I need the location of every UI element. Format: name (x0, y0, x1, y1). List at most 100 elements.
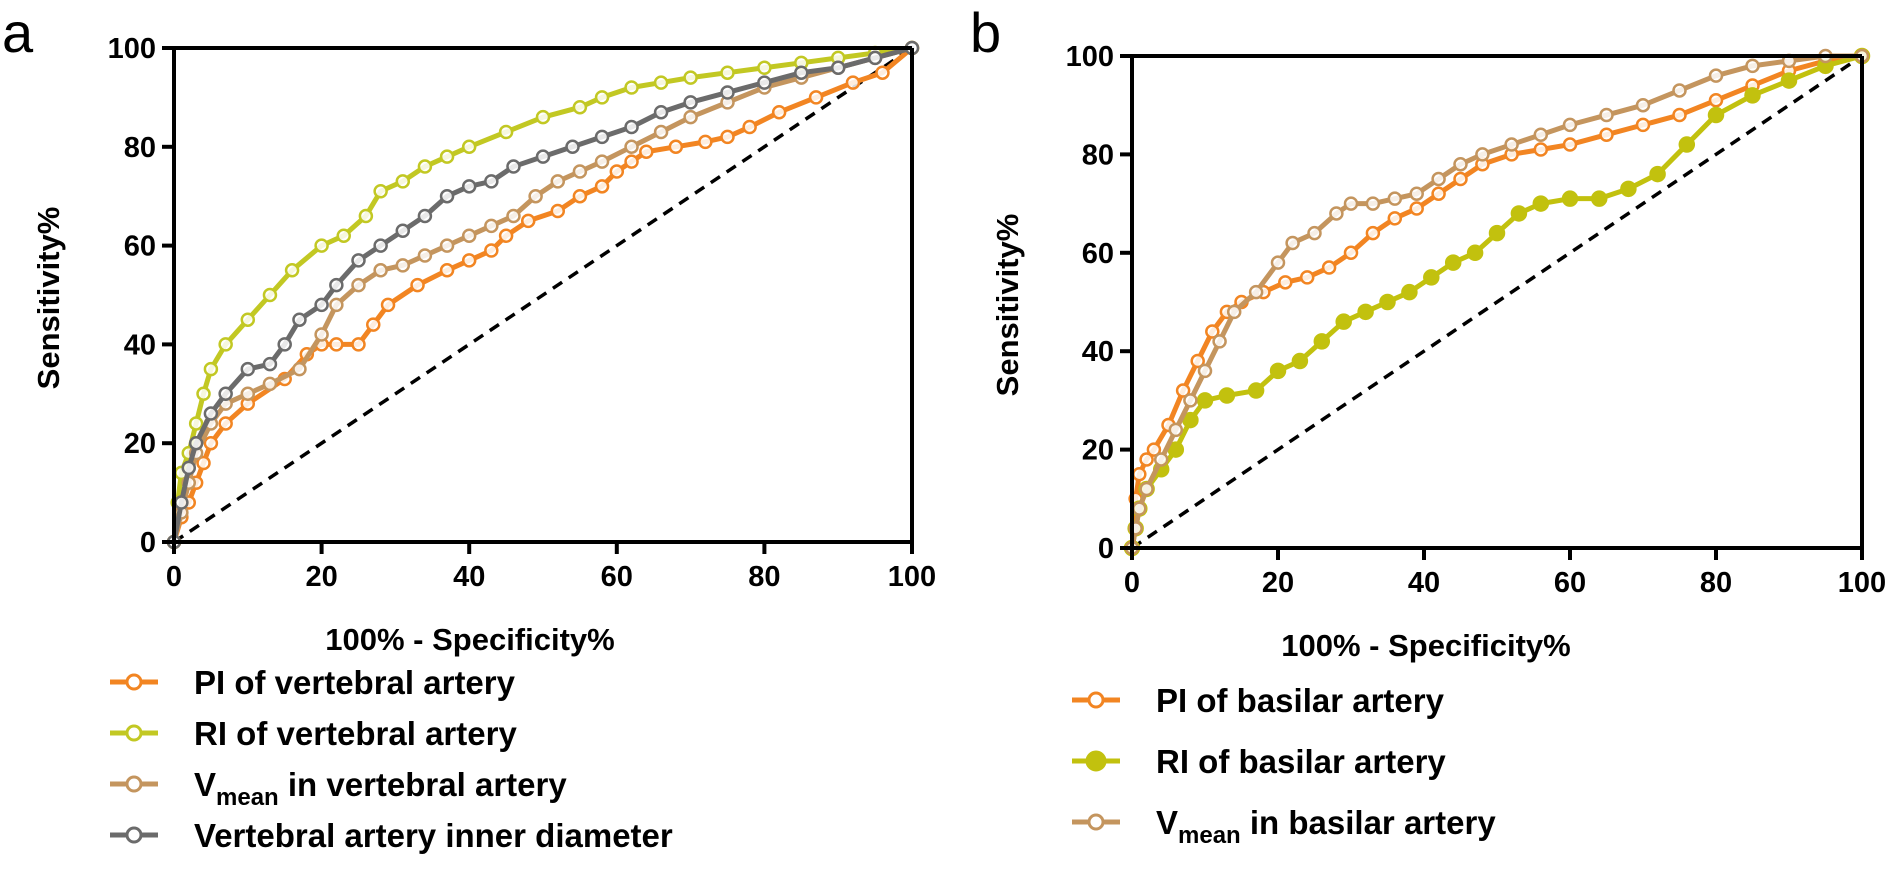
panel-b-legend-swatch-marker (1087, 813, 1105, 831)
panel-b-series-2-point (1510, 205, 1528, 222)
panel-b-series-2-point (1218, 387, 1236, 404)
panel-b-series-3-point (1672, 83, 1687, 98)
panel-b-series-2-point (1780, 72, 1798, 89)
panel-a-series-1-point (668, 139, 684, 155)
panel-b-legend-item-2: RI of basilar artery (1072, 743, 1446, 780)
panel-b-series-3-point (1343, 196, 1359, 211)
panel-a-x-axis-title: 100% - Specificity% (325, 622, 614, 657)
panel-a-series-4-point (794, 65, 809, 80)
panel-b-series-3-point (1475, 147, 1490, 162)
panel-a-series-1-point (639, 144, 654, 159)
panel-a-series-1-point (845, 75, 861, 90)
panel-a-series-3-point (653, 124, 669, 140)
panel-b-series-1-point (1299, 270, 1315, 285)
panel-b-series-2-point (1707, 106, 1725, 124)
panel-b-y-tick-label: 40 (1082, 336, 1114, 368)
panel-a-series-2-point (535, 109, 551, 125)
panel-b-series-1-point (1409, 201, 1424, 216)
panel-a-series-2-point (240, 312, 256, 327)
panel-b-x-tick-label: 60 (1554, 567, 1586, 599)
panel-a-series-2-point (653, 75, 669, 90)
panel-a-series-3-point (572, 164, 588, 179)
panel-a-series-1-point (203, 435, 219, 451)
panel-a-series-2-point (439, 149, 455, 164)
panel-a-series-1-point (484, 243, 499, 258)
panel-a-series-4-point (830, 60, 846, 76)
panel-a-series-1-point (609, 164, 625, 179)
panel-a-series-4-point (277, 337, 292, 352)
panel-b-series-1-point (1205, 324, 1220, 339)
panel-b-series-2-point (1247, 382, 1265, 399)
panel-a-series-1-point (461, 253, 477, 268)
panel-b-y-tick-label: 100 (1066, 41, 1114, 73)
panel-b-series-2-point (1532, 195, 1550, 212)
panel-b-series-2-point (1313, 333, 1331, 350)
panel-a-series-4-point (624, 119, 639, 135)
panel-a-series-1-point (742, 119, 757, 135)
panel-b-series-3-point (1197, 363, 1213, 379)
panel-a-series-4-point (720, 85, 735, 100)
panel-b-series-2-point (1423, 269, 1440, 286)
panel-b-series-2-point (1649, 165, 1666, 183)
panel-a-series-1-point (380, 297, 396, 313)
panel-a-series-4-point (218, 386, 233, 402)
panel-a-series-4-point (181, 460, 197, 476)
panel-a-series-3-point (351, 277, 366, 293)
panel-a-series-3-point (594, 154, 610, 169)
panel-a-series-4-point (417, 208, 433, 224)
panel-a-series-2-point (188, 416, 204, 431)
panel-a-series-4-point (174, 495, 189, 510)
panel-b-x-tick-label: 100 (1838, 567, 1886, 599)
panel-b-x-axis-title: 100% - Specificity% (1281, 628, 1570, 663)
panel-a-legend-item-3: Vmean in vertebral artery (110, 766, 567, 811)
panel-b-series-3-point (1431, 171, 1446, 187)
panel-a-series-1-point (808, 90, 824, 105)
panel-b-series-1-point (1365, 225, 1381, 241)
panel-b-series-3-point (1533, 127, 1549, 142)
panel-b-legend: PI of basilar artery RI of basilar artery… (1072, 682, 1496, 849)
panel-a-series-1-point (218, 416, 233, 431)
panel-a-series-4-point (188, 435, 204, 451)
panel-b-legend-label: RI of basilar artery (1156, 743, 1446, 780)
panel-a-series-4-point (484, 174, 499, 189)
panel-a-series-1-point (498, 228, 514, 243)
panel-b-legend-swatch-marker (1085, 750, 1107, 772)
panel-a-y-axis-title: Sensitivity% (31, 207, 66, 390)
panel-b-series-1-point (1672, 107, 1687, 123)
panel-a-letter: a (2, 1, 34, 64)
panel-b-series-3-point (1708, 68, 1724, 83)
panel-b-series-3-point (1248, 284, 1264, 300)
panel-a-series-2-point (218, 337, 233, 352)
panel-a-y-tick-label: 60 (124, 231, 156, 263)
panel-b-series-3-point (1132, 501, 1147, 516)
panel-a-series-1-point (439, 263, 455, 278)
panel-a-series-1-point (410, 277, 425, 293)
panel-b-letter: b (970, 1, 1001, 64)
panel-b-series-2-point (1444, 254, 1462, 271)
panel-b-series-1-point (1278, 275, 1293, 290)
panel-b: b Sensitivity% 100% - Specificity% 0 20 40… (970, 1, 1886, 849)
panel-a-series-4-point (395, 223, 411, 239)
panel-a-series-3-point (395, 258, 411, 273)
panel-a-series-2-point (594, 90, 610, 105)
panel-b-series-2-point (1620, 180, 1637, 198)
panel-a-series-4-point (594, 129, 610, 145)
panel-a-series-4-point (373, 238, 388, 253)
panel-a-series-4-point (439, 188, 455, 204)
panel-b-series-3-point (1226, 304, 1242, 320)
panel-a-series-2 (166, 40, 920, 550)
panel-a-series-2-point (757, 60, 772, 76)
panel-b-series-1-point (1139, 452, 1154, 467)
panel-a-legend-label: Vmean in vertebral artery (194, 766, 567, 811)
panel-a-legend-item-1: PI of vertebral artery (110, 664, 516, 701)
panel-a-series-4-point (683, 95, 698, 110)
panel-b-series-3-point (1599, 107, 1614, 123)
panel-b-legend-item-3: Vmean in basilar artery (1072, 804, 1496, 849)
panel-a-series-1-point (520, 213, 536, 229)
panel-b-series-3-point (1387, 191, 1403, 206)
panel-b-series-2-point (1561, 190, 1579, 207)
panel-a-x-tick-label: 40 (453, 561, 485, 593)
panel-a-series-4-point (653, 104, 669, 120)
panel-b-series-3-point (1329, 206, 1344, 221)
panel-b-series-2-point (1401, 283, 1418, 301)
